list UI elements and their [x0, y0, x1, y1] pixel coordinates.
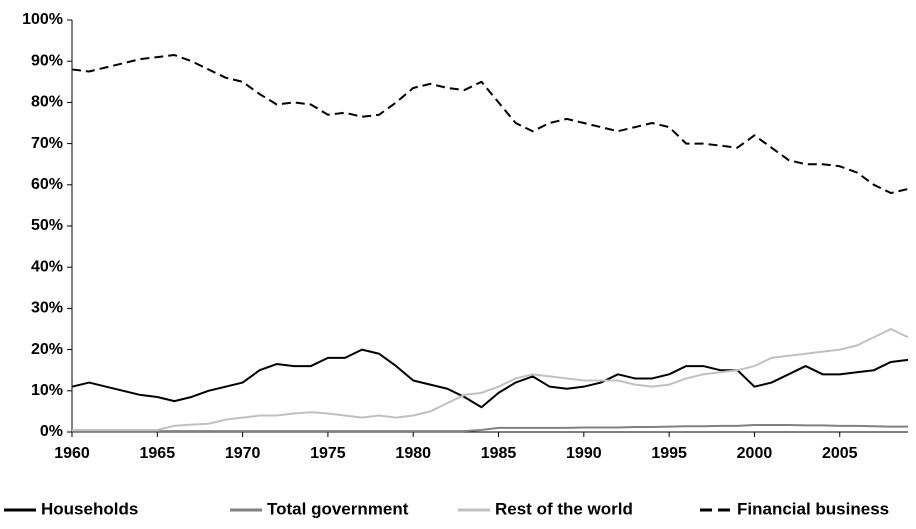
x-tick-label: 1995	[651, 445, 687, 462]
legend-label: Rest of the world	[495, 499, 633, 518]
legend-label: Households	[41, 499, 138, 518]
y-tick-label: 100%	[22, 11, 63, 28]
series-line	[72, 328, 909, 431]
y-tick-label: 40%	[31, 258, 63, 275]
x-tick-label: 1990	[566, 445, 602, 462]
y-tick-label: 50%	[31, 217, 63, 234]
y-tick-label: 30%	[31, 300, 63, 317]
x-tick-label: 2000	[737, 445, 773, 462]
y-tick-label: 60%	[31, 176, 63, 193]
y-tick-label: 0%	[40, 423, 63, 440]
y-tick-label: 90%	[31, 52, 63, 69]
x-tick-label: 1980	[395, 445, 431, 462]
series-line	[72, 423, 908, 433]
y-tick-label: 20%	[31, 341, 63, 358]
y-tick-label: 70%	[31, 135, 63, 152]
x-tick-label: 2005	[822, 445, 858, 462]
y-tick-label: 80%	[31, 94, 63, 111]
x-tick-label: 1965	[140, 445, 176, 462]
x-tick-label: 1975	[310, 445, 346, 462]
y-tick-label: 10%	[31, 382, 63, 399]
series-line	[71, 348, 909, 409]
x-tick-label: 1960	[54, 445, 90, 462]
legend-label: Financial business	[737, 499, 889, 518]
x-tick-label: 1985	[481, 445, 517, 462]
series-line	[71, 54, 909, 195]
x-tick-label: 1970	[225, 445, 261, 462]
legend-label: Total government	[267, 499, 409, 518]
